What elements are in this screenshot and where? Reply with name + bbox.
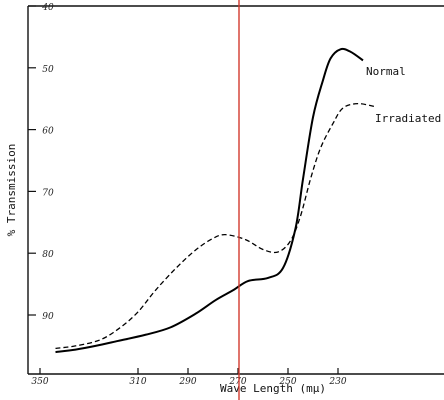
y-tick-label: 80 bbox=[42, 250, 54, 260]
series-line-irradiated bbox=[55, 102, 376, 350]
x-tick-label: 250 bbox=[278, 377, 296, 387]
y-tick-label: 40 bbox=[41, 3, 54, 13]
y-axis-label: % Transmission bbox=[5, 144, 18, 237]
x-tick-label: 270 bbox=[228, 377, 246, 387]
series-label-normal: Normal bbox=[366, 65, 406, 78]
x-tick-label: 290 bbox=[178, 377, 196, 387]
x-tick-label: 350 bbox=[31, 377, 48, 387]
y-tick-label: 50 bbox=[42, 65, 54, 75]
x-tick-label: 310 bbox=[129, 377, 146, 387]
y-axis-ticks: 40 50 60 70 80 90 bbox=[28, 3, 54, 322]
x-axis-ticks: 350 310 290 270 250 230 bbox=[31, 368, 347, 387]
y-tick-label: 60 bbox=[42, 127, 54, 137]
x-axis-label: Wave Length (mμ) bbox=[220, 382, 326, 395]
series-label-irradiated: Irradiated bbox=[375, 112, 441, 125]
series-line-normal bbox=[55, 47, 364, 354]
y-tick-label: 70 bbox=[42, 188, 54, 198]
x-tick-label: 230 bbox=[328, 377, 346, 387]
y-tick-label: 90 bbox=[42, 312, 54, 322]
